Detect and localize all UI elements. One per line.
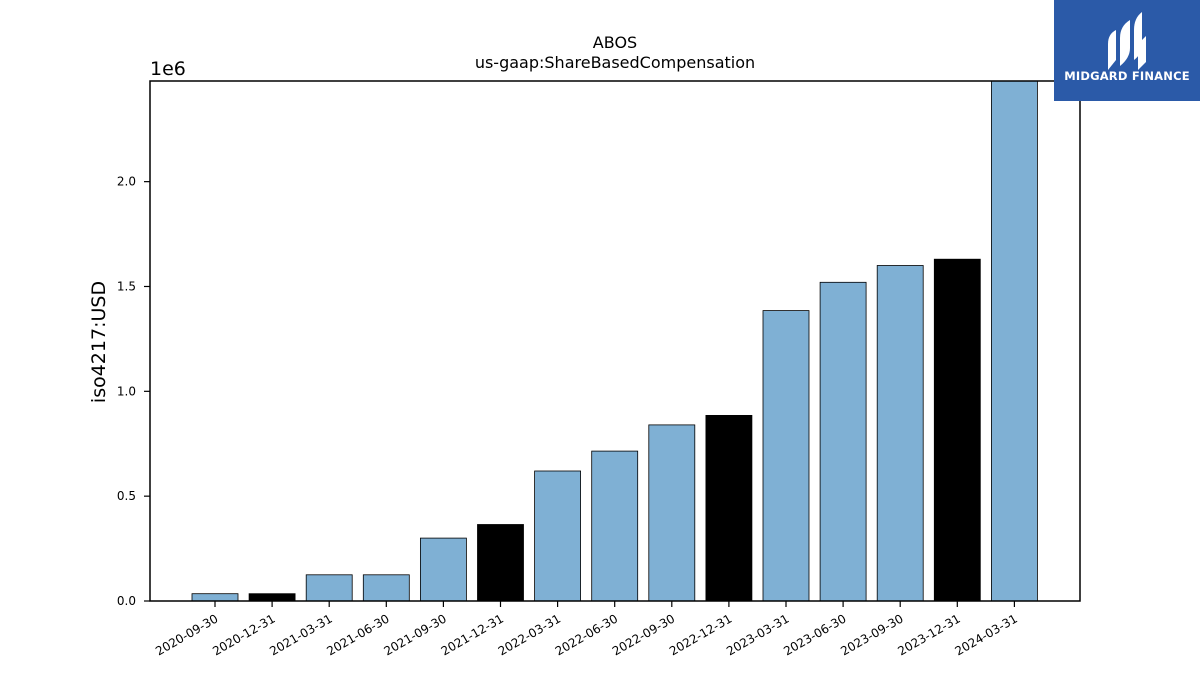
- bar-2020-09-30: [191, 593, 239, 602]
- bar-2021-03-31: [305, 574, 353, 602]
- y-tick-label: 0.0: [117, 594, 136, 608]
- bar-2021-12-31: [477, 524, 524, 602]
- bars-group: [191, 80, 1038, 602]
- midgard-finance-logo: MIDGARD FINANCE: [1054, 0, 1200, 101]
- y-axis-label: iso4217:USD: [88, 281, 110, 403]
- bar-2023-03-31: [762, 310, 810, 602]
- chart-subtitle: us-gaap:ShareBasedCompensation: [475, 53, 755, 72]
- bar-2023-06-30: [819, 281, 867, 602]
- y-axis-multiplier: 1e6: [150, 58, 186, 80]
- x-tick-label: 2021-09-30: [381, 611, 448, 658]
- x-tick-label: 2021-06-30: [324, 611, 391, 658]
- bar-2023-12-31: [933, 258, 981, 602]
- x-tick-label: 2023-09-30: [838, 611, 905, 658]
- x-tick-label: 2023-03-31: [724, 611, 791, 658]
- x-tick-label: 2022-12-31: [667, 611, 734, 658]
- y-ticks-group: 0.0 0.5 1.0 1.5 2.0: [117, 175, 150, 608]
- x-tick-label: 2022-03-31: [496, 611, 563, 658]
- y-tick-label: 2.0: [117, 175, 136, 189]
- bar-2023-09-30: [876, 265, 924, 602]
- midgard-logo-icon: [1108, 12, 1146, 70]
- x-tick-label: 2021-03-31: [267, 611, 334, 658]
- bar-2020-12-31: [248, 593, 296, 602]
- plot-frame: [149, 80, 1081, 602]
- y-tick-label: 1.0: [117, 384, 136, 398]
- x-tick-label: 2022-09-30: [610, 611, 677, 658]
- x-tick-label: 2022-06-30: [553, 611, 620, 658]
- x-tick-label: 2021-12-31: [439, 611, 506, 658]
- bar-2021-09-30: [419, 537, 467, 602]
- logo-text: MIDGARD FINANCE: [1064, 69, 1190, 83]
- x-tick-label: 2020-12-31: [210, 611, 277, 658]
- y-tick-label: 0.5: [117, 489, 136, 503]
- bar-2022-09-30: [648, 424, 696, 602]
- bar-2022-12-31: [705, 414, 753, 602]
- bar-2022-06-30: [591, 450, 639, 602]
- chart-title: ABOS: [593, 33, 637, 52]
- x-tick-label: 2023-12-31: [895, 611, 962, 658]
- bar-2021-06-30: [362, 574, 410, 602]
- x-tick-label: 2023-06-30: [781, 611, 848, 658]
- x-ticks-group: 2020-09-302020-12-312021-03-312021-06-30…: [153, 601, 1020, 658]
- bar-2022-03-31: [534, 470, 581, 602]
- bar-2024-03-31: [991, 80, 1038, 602]
- y-tick-label: 1.5: [117, 279, 136, 293]
- x-tick-label: 2024-03-31: [952, 611, 1019, 658]
- x-tick-label: 2020-09-30: [153, 611, 220, 658]
